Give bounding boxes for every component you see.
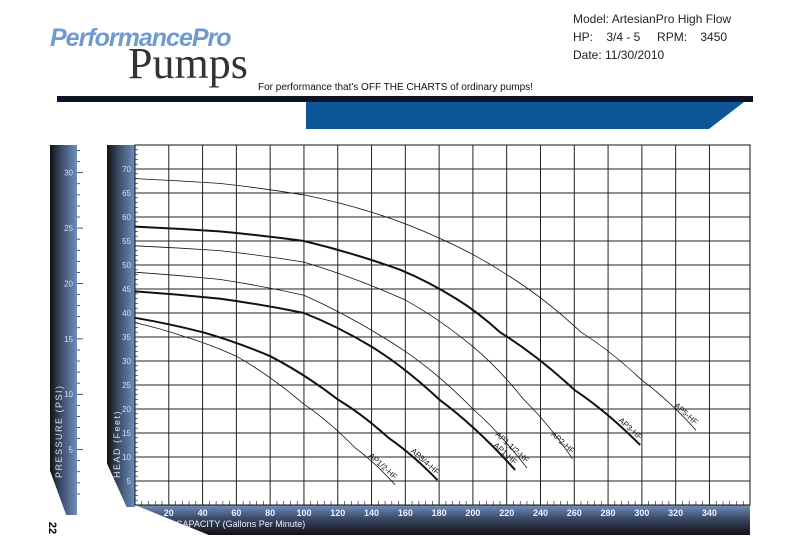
x-tick-label: 200 <box>465 508 480 518</box>
curve-ap1-hf <box>134 290 516 471</box>
y-tick-label: 45 <box>122 285 131 294</box>
date-info: Date: 11/30/2010 <box>573 48 665 62</box>
psi-tick-label: 30 <box>64 169 73 178</box>
y-tick-label: 30 <box>122 357 131 366</box>
x-tick-label: 140 <box>364 508 379 518</box>
psi-tick-label: 5 <box>69 446 74 455</box>
capacity-axis-label: CAPACITY (Gallons Per Minute) <box>176 519 306 529</box>
psi-tick-label: 25 <box>64 224 73 233</box>
x-tick-label: 20 <box>164 508 174 518</box>
y-tick-label: 10 <box>122 453 131 462</box>
tagline: For performance that's OFF THE CHARTS of… <box>258 82 533 93</box>
x-tick-label: 120 <box>330 508 345 518</box>
x-tick-label: 180 <box>432 508 447 518</box>
header-blue-band <box>306 102 744 129</box>
psi-axis-band <box>50 145 77 515</box>
psi-tick-label: 15 <box>64 335 73 344</box>
y-tick-label: 25 <box>122 381 131 390</box>
x-tick-label: 160 <box>398 508 413 518</box>
x-tick-label: 240 <box>533 508 548 518</box>
y-tick-label: 20 <box>122 405 131 414</box>
hp-rpm-info: HP: 3/4 - 5 RPM: 3450 <box>573 30 728 44</box>
y-tick-label: 40 <box>122 309 131 318</box>
x-tick-label: 100 <box>296 508 311 518</box>
curve-ap2-hf <box>134 245 573 460</box>
x-tick-label: 260 <box>567 508 582 518</box>
curve-ap1-1-2-hf <box>134 271 528 469</box>
psi-tick-label: 20 <box>64 279 73 288</box>
y-tick-label: 55 <box>122 237 131 246</box>
y-tick-label: 5 <box>127 477 132 486</box>
psi-tick-label: 10 <box>64 390 73 399</box>
head-axis-band <box>107 145 135 507</box>
plot-area <box>134 144 751 506</box>
curve-ap3-hf <box>134 225 641 446</box>
y-tick-label: 70 <box>122 165 131 174</box>
x-tick-label: 40 <box>198 508 208 518</box>
x-tick-label: 280 <box>601 508 616 518</box>
logo: PerformancePro <box>50 24 232 52</box>
curve-ap3-4-hf <box>134 316 439 481</box>
y-tick-label: 35 <box>122 333 131 342</box>
x-tick-label: 220 <box>499 508 514 518</box>
y-tick-label: 15 <box>122 429 131 438</box>
header-divider <box>57 96 753 102</box>
curve-ap1-2-hf <box>134 322 396 486</box>
model-info: Model: ArtesianPro High Flow <box>573 12 732 26</box>
y-tick-label: 60 <box>122 213 131 222</box>
capacity-axis-band <box>135 505 750 535</box>
y-tick-label: 50 <box>122 261 131 270</box>
x-tick-label: 60 <box>231 508 241 518</box>
y-tick-label: 65 <box>122 189 131 198</box>
x-tick-label: 300 <box>634 508 649 518</box>
x-tick-label: 80 <box>265 508 275 518</box>
logo-pumps: Pumps <box>128 39 248 88</box>
x-tick-label: 320 <box>668 508 683 518</box>
x-tick-label: 340 <box>702 508 717 518</box>
curve-ap5-hf <box>134 178 697 431</box>
